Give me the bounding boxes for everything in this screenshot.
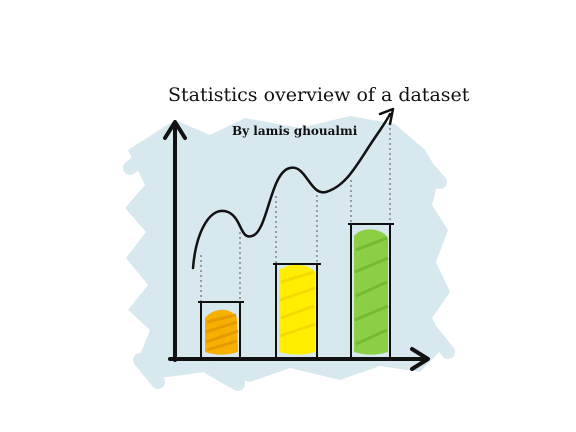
bar-yellow [273,263,321,357]
x-axis-arrowhead [410,347,430,371]
trend-line [191,112,392,270]
author-byline: By lamis ghoualmi [232,124,358,138]
y-axis-arrowhead [163,120,187,140]
bar-green [348,223,394,357]
chart-title: Statistics overview of a dataset [168,84,470,106]
bar-orange [198,301,244,357]
backdrop-stroke [123,133,455,391]
guide-lines [200,128,391,302]
trend-arrowhead [378,107,395,126]
